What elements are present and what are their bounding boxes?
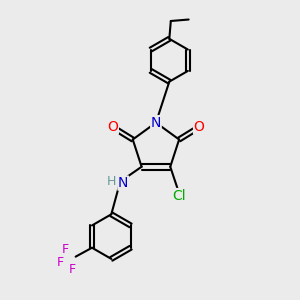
- Text: O: O: [194, 120, 205, 134]
- Text: F: F: [69, 262, 76, 276]
- Text: N: N: [118, 176, 128, 190]
- Text: O: O: [107, 120, 118, 134]
- Text: H: H: [107, 175, 117, 188]
- Text: Cl: Cl: [172, 189, 186, 202]
- Text: F: F: [57, 256, 64, 269]
- Text: F: F: [62, 243, 69, 256]
- Text: N: N: [151, 116, 161, 130]
